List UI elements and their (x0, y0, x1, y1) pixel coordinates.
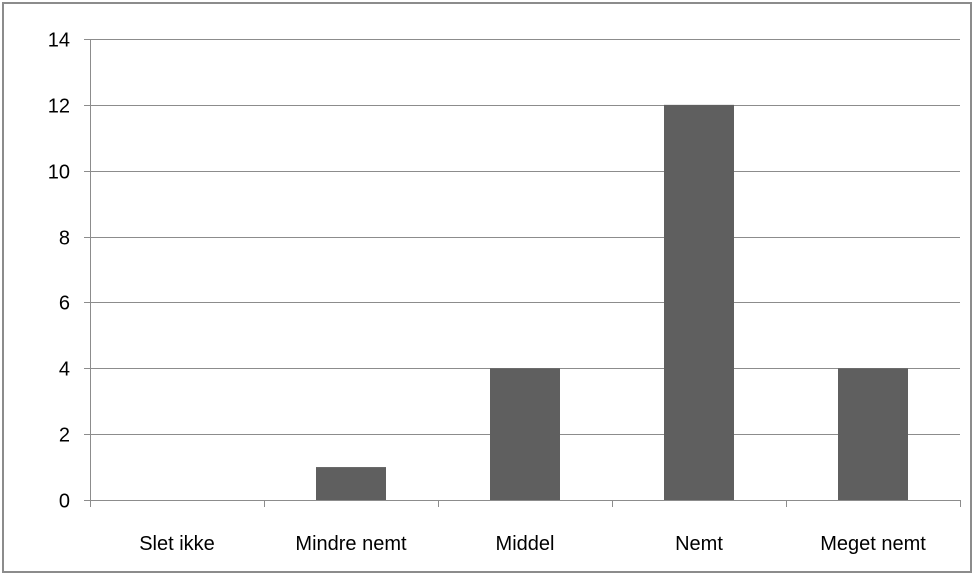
y-tick-label: 0 (59, 491, 70, 513)
x-tick-label: Slet ikke (139, 533, 215, 555)
y-tick-label: 10 (48, 162, 70, 184)
x-tick-label: Nemt (675, 533, 723, 555)
x-tick-label: Meget nemt (820, 533, 926, 555)
y-tick-label: 12 (48, 96, 70, 118)
y-tick-label: 14 (48, 30, 70, 52)
y-tick-label: 4 (59, 359, 70, 381)
y-tick-label: 6 (59, 293, 70, 315)
bar-chart: 0 2 4 6 8 10 12 14 Slet ikke Mindre nemt Middel Ne… (48, 30, 961, 555)
bar-mindre-nemt (316, 467, 386, 500)
x-tick-label: Middel (496, 533, 555, 555)
bar-nemt (664, 104, 734, 500)
y-tick-label: 2 (59, 425, 70, 447)
x-tick-label: Mindre nemt (295, 533, 407, 555)
bars (316, 104, 908, 500)
axes (84, 39, 961, 507)
bar-meget-nemt (838, 368, 908, 500)
y-tick-label: 8 (59, 228, 70, 250)
y-tick-labels: 0 2 4 6 8 10 12 14 (48, 30, 70, 513)
x-tick-labels: Slet ikke Mindre nemt Middel Nemt Meget nemt (139, 533, 926, 555)
gridlines (90, 39, 960, 435)
bar-middel (490, 368, 560, 500)
